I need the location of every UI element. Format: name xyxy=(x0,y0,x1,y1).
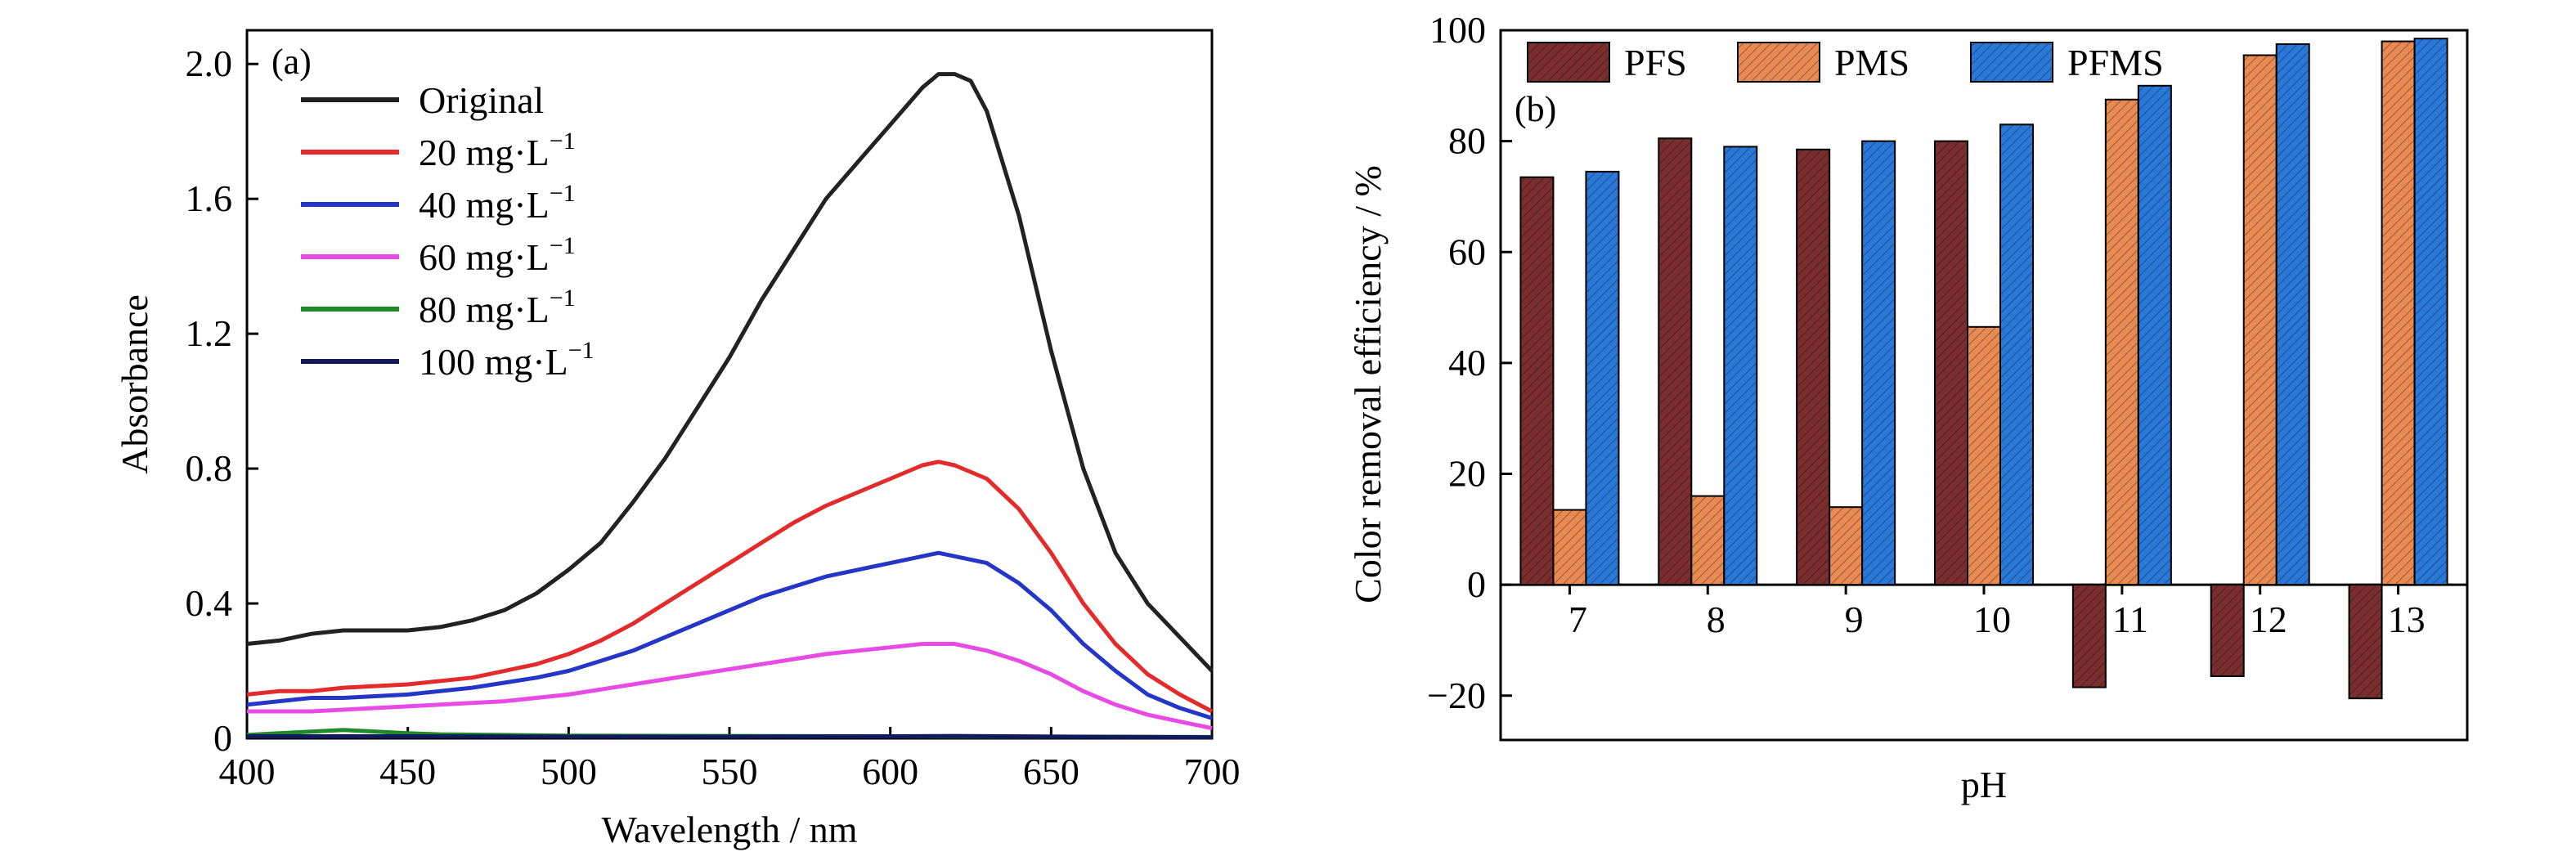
x-tick-label: 450 xyxy=(379,751,436,792)
panel-label-b: (b) xyxy=(1515,89,1556,129)
legend-label-a: 100 mg·L−1 xyxy=(419,337,595,383)
series-line-2 xyxy=(246,550,1213,720)
legend-swatch-hatch xyxy=(1738,43,1820,82)
legend-name: Original xyxy=(419,79,544,121)
bar-hatch xyxy=(2072,585,2106,688)
bar-hatch xyxy=(1586,171,1619,585)
x-tick-label: 500 xyxy=(541,751,597,792)
x-tick-label: 9 xyxy=(1845,599,1864,640)
y-axis-label-b: Color removal efficiency / % xyxy=(1347,165,1389,603)
x-tick-label: 13 xyxy=(2388,599,2426,640)
y-tick-label: 80 xyxy=(1448,120,1486,162)
legend-label-a: 80 mg·L−1 xyxy=(419,285,576,330)
legend-label-a: Original xyxy=(419,79,544,121)
y-tick-label: 100 xyxy=(1429,9,1486,51)
bar-hatch xyxy=(1658,138,1692,585)
legend-label-b: PMS xyxy=(1834,42,1910,83)
bar-hatch xyxy=(2138,85,2171,585)
x-tick-label: 650 xyxy=(1023,751,1079,792)
legend-superscript: −1 xyxy=(550,180,576,207)
x-tick-label: 11 xyxy=(2112,599,2148,640)
bar-hatch xyxy=(1935,141,1968,585)
legend-label-b: PFMS xyxy=(2067,42,2164,83)
y-tick-label: 60 xyxy=(1448,231,1486,272)
y-axis-label-a: Absorbance xyxy=(114,294,155,474)
series-line-5 xyxy=(247,733,1213,740)
legend-label-a: 20 mg·L−1 xyxy=(419,128,576,173)
legend-superscript: −1 xyxy=(550,232,576,259)
legend-name: 40 mg·L xyxy=(419,184,550,226)
y-tick-label: 1.2 xyxy=(186,312,233,354)
bar-hatch xyxy=(2381,41,2415,585)
bar-hatch xyxy=(2000,124,2033,585)
x-axis-label-a: Wavelength / nm xyxy=(601,809,857,850)
series-line-1 xyxy=(246,460,1214,714)
legend-label-b: PFS xyxy=(1624,42,1687,83)
y-tick-label: 1.6 xyxy=(186,177,233,219)
x-tick-label: 10 xyxy=(1973,599,2011,640)
legend-name: 20 mg·L xyxy=(419,132,550,173)
bar-hatch xyxy=(1724,146,1757,585)
bar-hatch xyxy=(1862,141,1896,585)
bar-hatch xyxy=(2349,585,2382,699)
spectra-lines xyxy=(246,72,1214,740)
legend-name: 100 mg·L xyxy=(419,341,568,383)
y-tick-label: 0 xyxy=(213,717,232,759)
x-tick-label: 700 xyxy=(1184,751,1241,792)
bar-hatch xyxy=(2105,99,2138,585)
legend-superscript: −1 xyxy=(550,285,576,312)
legend-label-a: 40 mg·L−1 xyxy=(419,180,576,226)
bar-hatch xyxy=(2243,55,2277,585)
bar-hatch xyxy=(1968,326,2000,585)
legend-swatch-hatch xyxy=(1528,43,1609,82)
bar-hatch xyxy=(1520,177,1554,585)
x-axis-label-b: pH xyxy=(1961,764,2007,805)
bar-hatch xyxy=(1829,507,1863,585)
bar-hatch xyxy=(1691,496,1725,585)
x-tick-label: 12 xyxy=(2250,599,2287,640)
legend-b: PFS PMS PFMS xyxy=(1527,42,2164,83)
bar-hatch xyxy=(2276,43,2309,585)
axis-ticks-a: 400 450 500 550 600 650 700 0 0.4 0.8 1.2 1.6 2.0 xyxy=(186,43,1241,792)
bar-hatch xyxy=(1797,149,1830,585)
removal-efficiency-chart: −20 0 20 40 60 80 100 7 8 9 10 11 12 13 PFS PMS PFMS (b… xyxy=(1347,9,2469,805)
y-tick-label: 0.8 xyxy=(186,447,233,489)
legend-name: 80 mg·L xyxy=(419,289,550,330)
x-tick-label: 8 xyxy=(1707,599,1726,640)
bar-hatch xyxy=(2210,585,2244,677)
x-tick-label: 600 xyxy=(862,751,918,792)
legend-swatch-hatch xyxy=(1971,43,2053,82)
panel-label-a: (a) xyxy=(272,42,312,82)
legend-superscript: −1 xyxy=(568,337,595,364)
y-tick-label: 2.0 xyxy=(186,43,233,84)
legend-superscript: −1 xyxy=(550,128,576,155)
absorbance-chart: 400 450 500 550 600 650 700 0 0.4 0.8 1.2 1.6 2.0 Or… xyxy=(114,29,1241,850)
y-tick-label: 0.4 xyxy=(186,582,233,624)
x-tick-label: 400 xyxy=(219,751,276,792)
legend-name: 60 mg·L xyxy=(419,236,550,278)
y-tick-label: 0 xyxy=(1467,563,1486,605)
y-tick-label: 20 xyxy=(1448,453,1486,495)
bar-hatch xyxy=(2414,38,2448,585)
x-tick-label: 7 xyxy=(1568,599,1587,640)
series-line-0 xyxy=(246,72,1214,673)
legend-label-a: 60 mg·L−1 xyxy=(419,232,576,278)
bar-hatch xyxy=(1553,509,1586,585)
bars xyxy=(1519,38,2448,700)
y-tick-label: −20 xyxy=(1427,675,1486,716)
plot-frame-b xyxy=(1499,29,2469,742)
x-tick-label: 550 xyxy=(702,751,758,792)
series-line-3 xyxy=(247,642,1213,731)
y-tick-label: 40 xyxy=(1448,342,1486,383)
